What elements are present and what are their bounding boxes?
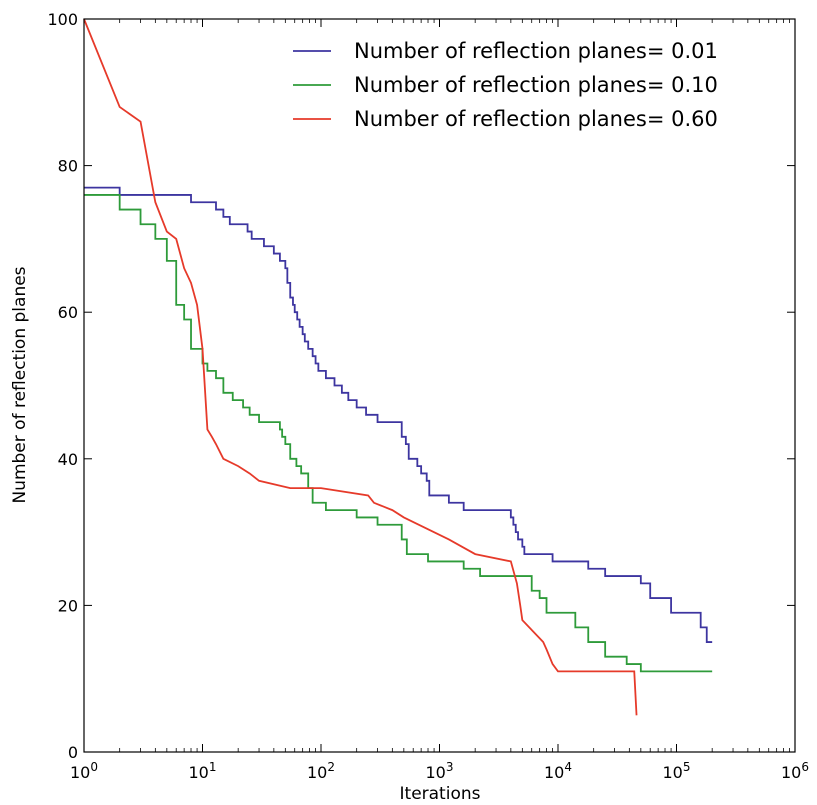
y-tick-label: 60 bbox=[58, 303, 78, 322]
y-tick-label: 80 bbox=[58, 157, 78, 176]
x-tick-label: 106 bbox=[781, 760, 809, 782]
y-tick-label: 100 bbox=[47, 10, 78, 29]
series-line-3 bbox=[83, 18, 638, 716]
x-axis-label: Iterations bbox=[400, 784, 481, 804]
y-tick-label: 40 bbox=[58, 450, 78, 469]
legend: Number of reflection planes= 0.01 Number … bbox=[293, 39, 718, 131]
x-tick-label: 105 bbox=[663, 760, 691, 782]
legend-label: Number of reflection planes= 0.60 bbox=[354, 107, 718, 131]
legend-label: Number of reflection planes= 0.01 bbox=[354, 39, 718, 63]
x-tick-label: 102 bbox=[307, 760, 335, 782]
y-tick-label: 0 bbox=[68, 743, 78, 762]
series-line-2 bbox=[84, 194, 713, 673]
x-tick-label: 104 bbox=[544, 760, 572, 782]
series-layer bbox=[83, 18, 713, 716]
tick-layer: 100 101 102 103 104 105 106 0 20 40 60 80 100 bbox=[47, 10, 809, 782]
x-tick-label: 103 bbox=[426, 760, 454, 782]
x-tick-label: 101 bbox=[189, 760, 217, 782]
x-tick-label: 100 bbox=[70, 760, 98, 782]
y-tick-label: 20 bbox=[58, 596, 78, 615]
legend-label: Number of reflection planes= 0.10 bbox=[354, 73, 718, 97]
y-axis-label: Number of reflection planes bbox=[10, 266, 30, 503]
series-line-1 bbox=[84, 186, 713, 643]
